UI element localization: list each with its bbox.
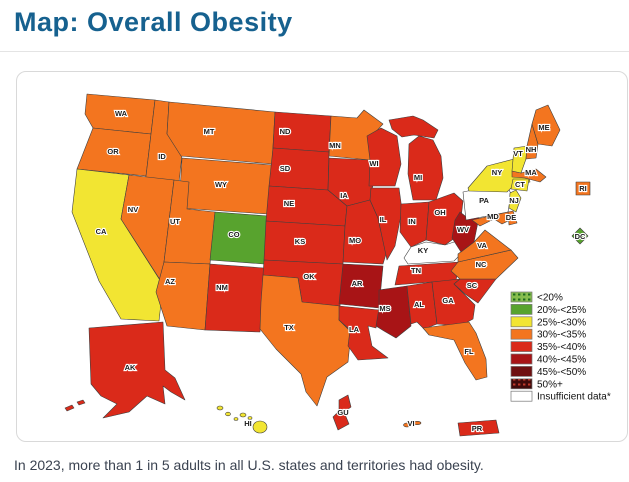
state-WY[interactable] <box>178 157 273 214</box>
state-NH[interactable] <box>525 123 539 159</box>
state-ND[interactable] <box>272 111 332 152</box>
state-WV[interactable] <box>451 211 480 252</box>
legend-label-c40_45: 40%-<45% <box>537 354 586 365</box>
legend-swatch-c40_45 <box>510 353 533 365</box>
map-legend: <20% 20%-<25%25%-<30%30%-<35% 35%-<40%40%-… <box>510 291 611 402</box>
page-title: Map: Overall Obesity <box>14 7 293 37</box>
title-divider <box>0 50 629 52</box>
state-KS[interactable] <box>263 220 346 264</box>
map-card: WA OR CA ID NV MT WY UT CO AZ NM ND SD NE KS OK TX MN IA MO… <box>16 70 628 442</box>
state-DC[interactable] <box>571 227 589 244</box>
legend-swatch-c25_30 <box>510 316 533 327</box>
legend-label-lt20: <20% <box>537 292 563 303</box>
state-ME[interactable] <box>531 104 561 146</box>
legend-swatch-insufficient <box>510 390 533 402</box>
legend-swatch-c20_25 <box>510 303 533 315</box>
legend-swatch-lt20 <box>510 291 533 303</box>
state-MI[interactable] <box>388 115 444 200</box>
legend-label-c25_30: 25%-<30% <box>537 317 586 328</box>
legend-label-c45_50: 45%-<50% <box>537 367 586 378</box>
legend-label-c50plus: 50%+ <box>537 379 563 390</box>
legend-swatch-c45_50 <box>510 365 533 377</box>
state-GU[interactable] <box>332 394 352 430</box>
legend-swatch-c30_35 <box>510 328 533 340</box>
state-CT[interactable] <box>510 178 530 191</box>
state-CO[interactable] <box>209 211 269 264</box>
state-AK[interactable] <box>64 321 186 418</box>
state-AL[interactable] <box>406 281 438 329</box>
state-IL[interactable] <box>369 187 403 260</box>
state-AZ[interactable] <box>155 261 211 330</box>
state-RI[interactable] <box>575 181 591 195</box>
state-WI[interactable] <box>366 127 402 186</box>
state-VI[interactable] <box>403 420 422 427</box>
state-MT[interactable] <box>166 101 276 164</box>
legend-label-insufficient: Insufficient data* <box>537 391 611 402</box>
legend-label-c35_40: 35%-<40% <box>537 342 586 353</box>
legend-label-c30_35: 30%-<35% <box>537 329 586 340</box>
state-PR[interactable] <box>457 419 500 436</box>
us-obesity-map: WAORCAIDNVMTWYUTCOAZNMNDSDNEKSOKTXMNIAMO… <box>64 93 611 436</box>
state-AR[interactable] <box>338 263 384 308</box>
state-VT[interactable] <box>511 145 528 173</box>
state-MA[interactable] <box>511 168 547 182</box>
state-NM[interactable] <box>204 263 265 332</box>
state-MS[interactable] <box>375 285 412 338</box>
map-caption: In 2023, more than 1 in 5 adults in all … <box>14 456 484 473</box>
state-HI[interactable] <box>216 405 268 433</box>
state-FL[interactable] <box>422 321 488 380</box>
state-OR[interactable] <box>76 127 152 176</box>
legend-label-c20_25: 20%-<25% <box>537 305 586 316</box>
state-NJ[interactable] <box>508 189 522 212</box>
legend-swatch-c35_40 <box>510 340 533 352</box>
state-label-HI: HI <box>244 419 252 428</box>
state-DE[interactable] <box>507 210 518 225</box>
state-IN[interactable] <box>399 201 430 247</box>
state-TX[interactable] <box>259 274 352 406</box>
legend-swatch-c50plus <box>510 378 533 389</box>
state-SD[interactable] <box>268 147 330 190</box>
